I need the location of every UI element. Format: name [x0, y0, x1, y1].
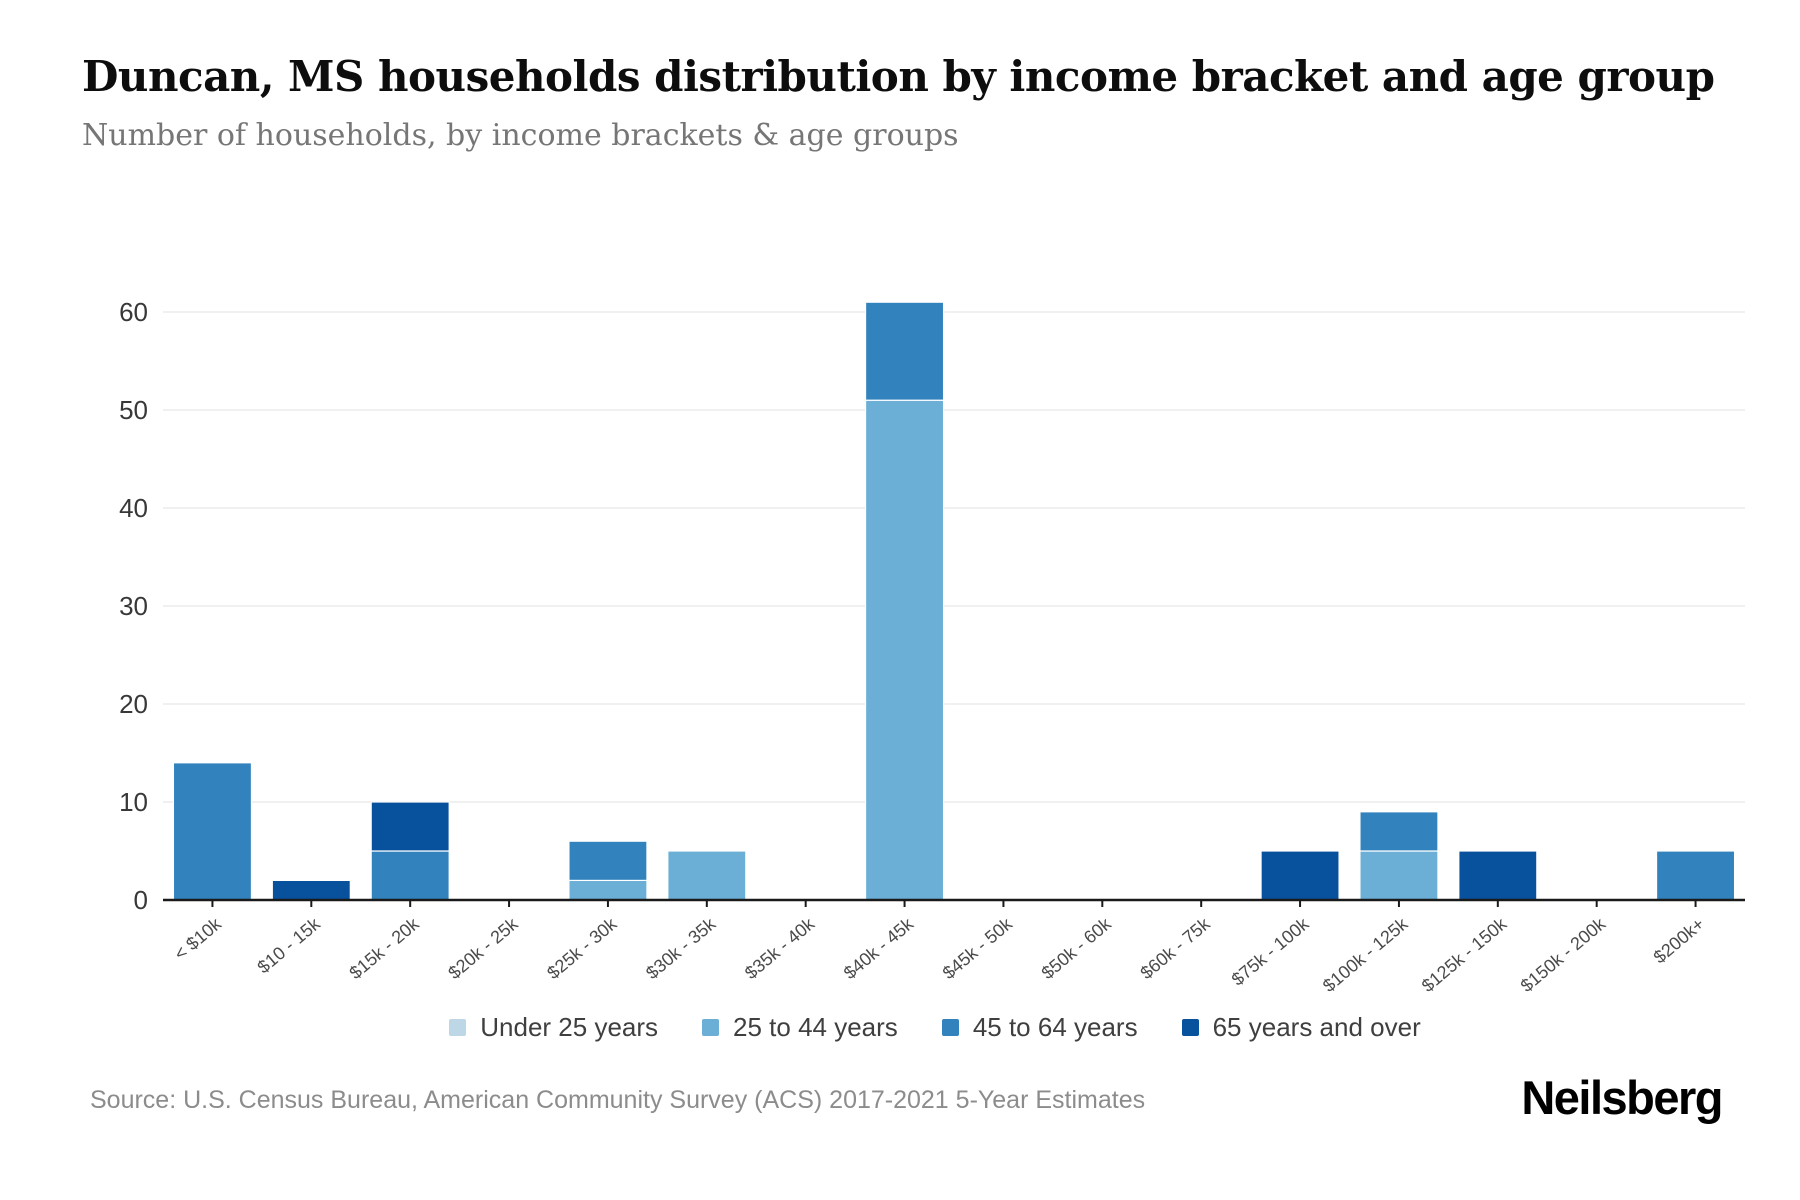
bar-segment-$15k - 20k[interactable]	[370, 801, 450, 852]
legend-item-45-to-64[interactable]: 45 to 64 years	[941, 1012, 1138, 1043]
x-axis-tick-label: $200k+	[1650, 914, 1708, 968]
chart-legend: Under 25 years 25 to 44 years 45 to 64 y…	[0, 1012, 1800, 1043]
bar-segment-$25k - 30k[interactable]	[568, 840, 648, 882]
legend-swatch-45-to-64-icon	[941, 1019, 959, 1036]
legend-label: 45 to 64 years	[972, 1012, 1138, 1042]
y-axis-tick-label: 30	[119, 591, 148, 621]
x-axis-tick-label: $45k - 50k	[939, 913, 1017, 983]
chart-subtitle: Number of households, by income brackets…	[82, 118, 959, 153]
y-axis-tick-label: 50	[119, 395, 148, 425]
y-axis-tick-label: 20	[119, 689, 148, 719]
y-axis-tick-label: 10	[119, 787, 148, 817]
chart-title: Duncan, MS households distribution by in…	[82, 52, 1715, 101]
chart-canvas: 0 10 20 30 40 50 60 < $10k $10 - 15k $15k - 20k $2…	[119, 297, 1745, 996]
x-axis-tick-label: $30k - 35k	[642, 913, 720, 983]
x-axis-tick-label: $50k - 60k	[1038, 913, 1116, 983]
x-axis-tick-label: $15k - 20k	[346, 913, 424, 983]
x-axis-tick-label: $100k - 125k	[1319, 913, 1412, 996]
x-axis-tick-label: $40k - 45k	[840, 913, 918, 983]
y-axis-tick-label: 0	[134, 885, 148, 915]
bar-segment-$15k - 20k[interactable]	[370, 850, 450, 901]
x-axis-tick-label: $75k - 100k	[1228, 913, 1314, 989]
x-axis-tick-label: < $10k	[170, 913, 225, 964]
y-axis-tick-label: 40	[119, 493, 148, 523]
bar-segment-$200k+[interactable]	[1655, 850, 1736, 901]
legend-item-25-to-44[interactable]: 25 to 44 years	[702, 1012, 898, 1043]
bar-segment-$125k - 150k[interactable]	[1458, 850, 1538, 901]
bar-segment-$100k - 125k[interactable]	[1359, 850, 1439, 901]
legend-label: 25 to 44 years	[733, 1012, 898, 1042]
bar-segment-$40k - 45k[interactable]	[864, 301, 945, 401]
legend-swatch-65-and-over-icon	[1181, 1019, 1199, 1036]
source-note: Source: U.S. Census Bureau, American Com…	[90, 1086, 1146, 1114]
x-axis-tick-label: $25k - 30k	[543, 913, 621, 983]
x-axis-tick-label: $20k - 25k	[444, 913, 522, 983]
x-axis-tick-label: $10 - 15k	[254, 913, 325, 977]
legend-item-65-and-over[interactable]: 65 years and over	[1181, 1012, 1421, 1043]
neilsberg-logo: Neilsberg	[1521, 1071, 1723, 1124]
legend-swatch-under-25-icon	[449, 1019, 467, 1036]
bar-segment-$100k - 125k[interactable]	[1359, 811, 1439, 852]
legend-label: 65 years and over	[1212, 1012, 1421, 1042]
x-axis-tick-label: $150k - 200k	[1517, 913, 1610, 996]
x-axis-tick-label: $60k - 75k	[1137, 913, 1215, 983]
bar-segment-$10 - 15k[interactable]	[271, 879, 351, 901]
legend-item-under-25[interactable]: Under 25 years	[449, 1012, 658, 1043]
bar-segment-$30k - 35k[interactable]	[667, 850, 747, 901]
y-axis-tick-label: 60	[119, 297, 148, 327]
bar-segment-$25k - 30k[interactable]	[568, 879, 648, 901]
bar-segment-$75k - 100k[interactable]	[1260, 850, 1340, 901]
bar-segment-$40k - 45k[interactable]	[864, 399, 945, 901]
x-axis-tick-label: $125k - 150k	[1418, 913, 1511, 996]
legend-label: Under 25 years	[480, 1012, 659, 1042]
bar-segment-< $10k[interactable]	[172, 762, 253, 901]
x-axis-tick-label: $35k - 40k	[741, 913, 819, 983]
legend-swatch-25-to-44-icon	[702, 1019, 720, 1036]
